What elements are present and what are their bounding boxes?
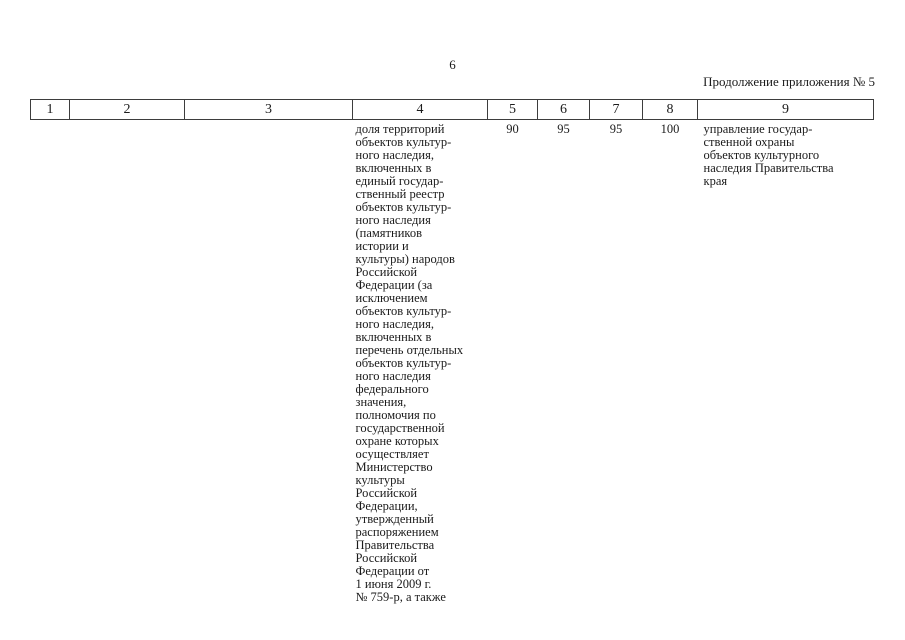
column-header-6: 6 — [537, 99, 590, 120]
target-value-cell: 90 — [506, 122, 519, 136]
empty-cell — [70, 120, 185, 605]
column-header-4: 4 — [352, 99, 488, 120]
column-header-3: 3 — [184, 99, 353, 120]
column-header-9: 9 — [697, 99, 874, 120]
target-value-cell: 95 — [557, 122, 570, 136]
column-header-2: 2 — [69, 99, 185, 120]
target-value-cell: 95 — [609, 122, 623, 136]
column-header-8: 8 — [642, 99, 698, 120]
target-value-cell: 100 — [660, 122, 680, 136]
column-header-1: 1 — [30, 99, 70, 120]
appendix-table: 1 2 3 4 5 6 7 8 9 доля территорий объект… — [30, 99, 874, 604]
indicator-description-cell: доля территорий объектов культур- ного н… — [355, 122, 464, 604]
page-number: 6 — [449, 57, 456, 72]
table-header-row: 1 2 3 4 5 6 7 8 9 — [30, 99, 874, 120]
table-row: доля территорий объектов культур- ного н… — [31, 120, 874, 605]
column-header-7: 7 — [589, 99, 643, 120]
empty-cell — [185, 120, 353, 605]
column-header-5: 5 — [487, 99, 538, 120]
responsible-authority-cell: управление государ- ственной охраны объе… — [703, 122, 834, 188]
empty-cell — [31, 120, 70, 605]
continuation-note: Продолжение приложения № 5 — [703, 74, 875, 89]
